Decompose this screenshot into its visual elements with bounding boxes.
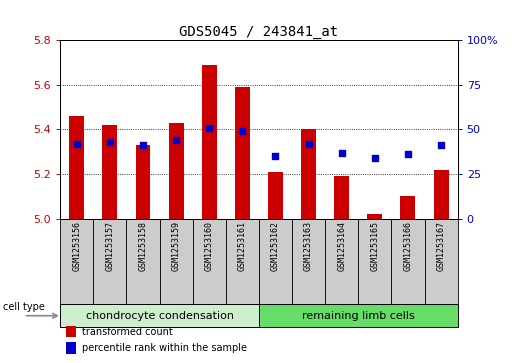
Bar [103,125,117,219]
Point [205,125,213,130]
Bar [60,304,259,327]
Bar [66,326,76,337]
Text: GSM1253165: GSM1253165 [370,221,379,272]
Text: GSM1253166: GSM1253166 [403,221,413,272]
Text: transformed count: transformed count [82,327,173,337]
Bar [391,219,425,304]
Text: chondrocyte condensation: chondrocyte condensation [86,311,233,321]
Bar [292,219,325,304]
Text: remaining limb cells: remaining limb cells [302,311,415,321]
Bar [192,219,226,304]
Bar [259,219,292,304]
Point [139,143,147,148]
Point [238,128,246,134]
Bar [334,176,349,219]
Bar [66,342,76,354]
Bar [367,214,382,219]
Bar [358,219,391,304]
Text: cell type: cell type [3,302,44,312]
Bar [301,129,316,219]
Text: GSM1253159: GSM1253159 [172,221,180,272]
Point [404,151,412,157]
Bar [325,219,358,304]
Bar [127,219,160,304]
Bar [60,219,93,304]
Point [337,150,346,155]
Bar [268,172,283,219]
Bar [69,116,84,219]
Bar [168,123,184,219]
Text: GSM1253163: GSM1253163 [304,221,313,272]
Text: GSM1253156: GSM1253156 [72,221,81,272]
Bar [202,65,217,219]
Text: GSM1253158: GSM1253158 [139,221,147,272]
Bar [425,219,458,304]
Point [304,141,313,147]
Point [271,153,280,159]
Bar [160,219,192,304]
Title: GDS5045 / 243841_at: GDS5045 / 243841_at [179,25,338,39]
Bar [235,87,250,219]
Text: GSM1253167: GSM1253167 [437,221,446,272]
Point [172,137,180,143]
Point [106,139,114,145]
Bar [434,170,449,219]
Text: GSM1253164: GSM1253164 [337,221,346,272]
Text: percentile rank within the sample: percentile rank within the sample [82,343,247,353]
Text: GSM1253157: GSM1253157 [105,221,115,272]
Text: GSM1253162: GSM1253162 [271,221,280,272]
Point [371,155,379,161]
Bar [259,304,458,327]
Bar [226,219,259,304]
Text: GSM1253161: GSM1253161 [238,221,247,272]
Bar [401,196,415,219]
Point [73,141,81,147]
Bar [135,145,151,219]
Point [437,143,445,148]
Bar [93,219,127,304]
Text: GSM1253160: GSM1253160 [204,221,214,272]
